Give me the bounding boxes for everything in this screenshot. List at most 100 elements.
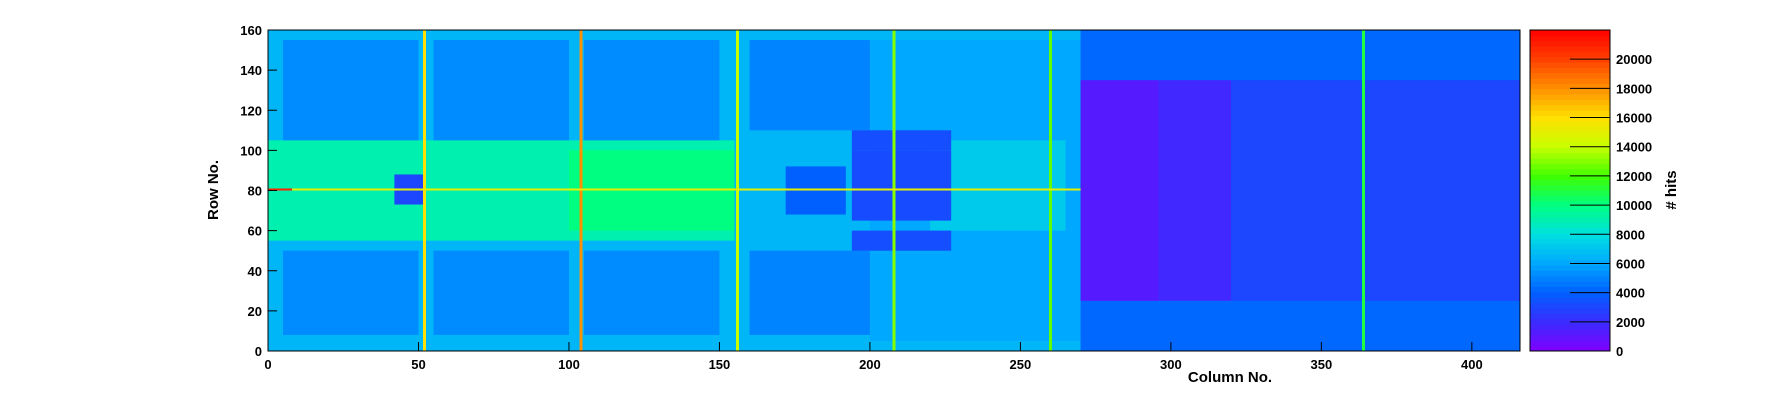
y-tick-label: 20 bbox=[248, 304, 262, 319]
colorbar-title: # hits bbox=[1663, 170, 1680, 209]
colorbar-segment bbox=[1530, 168, 1610, 175]
colorbar-segment bbox=[1530, 200, 1610, 207]
x-tick-label: 200 bbox=[859, 357, 881, 372]
x-axis-title: Column No. bbox=[1188, 369, 1272, 386]
hot-row bbox=[268, 188, 293, 191]
y-tick-label: 140 bbox=[240, 63, 262, 78]
y-tick-label: 0 bbox=[255, 344, 262, 359]
hot-column bbox=[1361, 30, 1366, 351]
y-tick-label: 60 bbox=[248, 224, 262, 239]
colorbar-segment bbox=[1530, 152, 1610, 159]
colorbar-segment bbox=[1530, 179, 1610, 186]
colorbar-segment bbox=[1530, 67, 1610, 74]
heatmap-cell bbox=[584, 40, 720, 141]
colorbar-segment bbox=[1530, 120, 1610, 127]
colorbar-segment bbox=[1530, 190, 1610, 197]
x-tick-label: 300 bbox=[1160, 357, 1182, 372]
colorbar-segment bbox=[1530, 72, 1610, 79]
y-tick-label: 40 bbox=[248, 264, 262, 279]
colorbar-segment bbox=[1530, 83, 1610, 90]
heatmap-cell bbox=[749, 250, 870, 335]
colorbar-segment bbox=[1530, 142, 1610, 148]
colorbar-tick-label: 4000 bbox=[1616, 286, 1645, 301]
heatmap-cell bbox=[749, 40, 870, 131]
colorbar-segment bbox=[1530, 243, 1610, 250]
y-axis-title: Row No. bbox=[205, 160, 222, 220]
colorbar-segment bbox=[1530, 286, 1610, 293]
colorbar-segment bbox=[1530, 115, 1610, 122]
colorbar-segment bbox=[1530, 88, 1610, 95]
colorbar-segment bbox=[1530, 29, 1610, 36]
heatmap-cell bbox=[1080, 80, 1159, 301]
colorbar-segment bbox=[1530, 174, 1610, 181]
colorbar-segment bbox=[1530, 77, 1610, 84]
colorbar-segment bbox=[1530, 313, 1610, 320]
colorbar: 0 2000 4000 6000 8000 10000 12000 14000 16000 180… bbox=[1529, 29, 1652, 359]
colorbar-tick-label: 2000 bbox=[1616, 315, 1645, 330]
colorbar-segment bbox=[1530, 345, 1610, 352]
x-tick-label: 0 bbox=[264, 357, 271, 372]
colorbar-segment bbox=[1530, 275, 1610, 282]
colorbar-tick-label: 10000 bbox=[1616, 198, 1652, 213]
colorbar-segment bbox=[1530, 254, 1610, 261]
y-tick-label: 120 bbox=[240, 103, 262, 118]
colorbar-tick-label: 14000 bbox=[1616, 140, 1652, 155]
colorbar-segment bbox=[1530, 158, 1610, 165]
colorbar-segment bbox=[1530, 104, 1610, 111]
colorbar-segment bbox=[1530, 340, 1610, 346]
colorbar-segment bbox=[1530, 259, 1610, 266]
colorbar-segment bbox=[1530, 184, 1610, 191]
colorbar-segment bbox=[1530, 249, 1610, 255]
colorbar-segment bbox=[1530, 35, 1610, 41]
colorbar-segment bbox=[1530, 99, 1610, 106]
colorbar-segment bbox=[1530, 131, 1610, 138]
heatmap-cell bbox=[851, 130, 952, 151]
x-tick-label: 400 bbox=[1461, 357, 1483, 372]
colorbar-segment bbox=[1530, 222, 1610, 229]
colorbar-tick-label: 12000 bbox=[1616, 169, 1652, 184]
colorbar-tick-label: 6000 bbox=[1616, 256, 1645, 271]
colorbar-segment bbox=[1530, 93, 1610, 100]
heatmap-cell bbox=[930, 140, 1066, 231]
x-tick-label: 50 bbox=[411, 357, 425, 372]
colorbar-segment bbox=[1530, 307, 1610, 314]
hot-row bbox=[268, 188, 1081, 191]
colorbar-segment bbox=[1530, 297, 1610, 304]
x-tick-label: 350 bbox=[1311, 357, 1333, 372]
colorbar-segment bbox=[1530, 195, 1610, 202]
colorbar-segment bbox=[1530, 238, 1610, 245]
heatmap-cell bbox=[433, 250, 569, 335]
colorbar-segment bbox=[1530, 61, 1610, 68]
x-axis: 0 50 100 150 200 250 300 350 400 bbox=[264, 342, 1483, 372]
colorbar-tick-label: 8000 bbox=[1616, 227, 1645, 242]
x-tick-label: 100 bbox=[558, 357, 580, 372]
heatmap-cell bbox=[283, 250, 419, 335]
colorbar-tick-label: 16000 bbox=[1616, 111, 1652, 126]
colorbar-segment bbox=[1530, 323, 1610, 330]
heatmap-cell bbox=[1158, 80, 1232, 301]
y-axis: 0 20 40 60 80 100 120 140 160 bbox=[240, 23, 277, 359]
y-tick-label: 80 bbox=[248, 184, 262, 199]
colorbar-tick-label: 20000 bbox=[1616, 52, 1652, 67]
colorbar-segment bbox=[1530, 109, 1610, 116]
y-tick-label: 160 bbox=[240, 23, 262, 38]
colorbar-segment bbox=[1530, 45, 1610, 52]
colorbar-segment bbox=[1530, 329, 1610, 336]
colorbar-segment bbox=[1530, 281, 1610, 288]
colorbar-segment bbox=[1530, 126, 1610, 132]
colorbar-segment bbox=[1530, 334, 1610, 341]
heatmap-cell bbox=[1231, 80, 1520, 301]
colorbar-segment bbox=[1530, 302, 1610, 309]
heatmap-cell bbox=[851, 230, 952, 251]
colorbar-segment bbox=[1530, 227, 1610, 234]
heatmap-plot-area bbox=[268, 30, 1520, 351]
x-tick-label: 250 bbox=[1010, 357, 1032, 372]
colorbar-segment bbox=[1530, 233, 1610, 239]
heatmap-cell bbox=[283, 40, 419, 141]
x-tick-label: 150 bbox=[709, 357, 731, 372]
colorbar-segment bbox=[1530, 270, 1610, 277]
colorbar-segment bbox=[1530, 216, 1610, 223]
colorbar-segment bbox=[1530, 206, 1610, 213]
colorbar-tick-label: 18000 bbox=[1616, 81, 1652, 96]
